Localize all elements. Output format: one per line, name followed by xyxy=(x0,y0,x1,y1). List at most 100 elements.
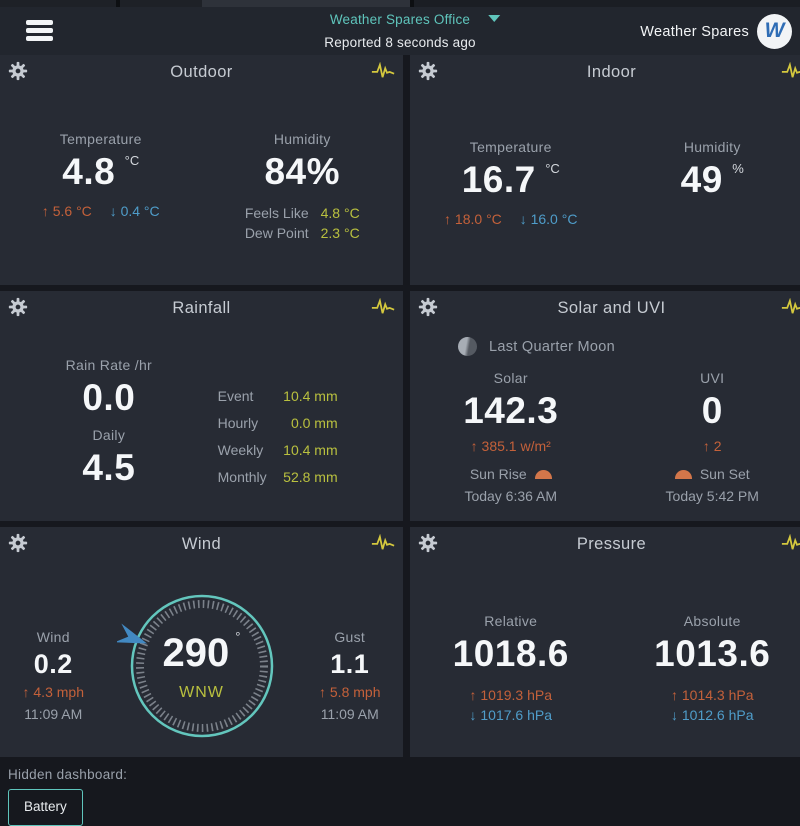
metric-label: Rain Rate /hr xyxy=(0,357,218,373)
hamburger-bar xyxy=(26,28,53,33)
max-value: ↑ 5.8 mph xyxy=(319,684,380,700)
panel-outdoor-header: Outdoor xyxy=(0,55,403,85)
moon-phase-label: Last Quarter Moon xyxy=(489,339,615,355)
max-row: ↑ 4.3 mph xyxy=(0,684,107,700)
relative-pressure-value: 1018.6 xyxy=(453,633,569,674)
metric-label: Gust xyxy=(297,629,404,645)
pulse-chart-icon[interactable] xyxy=(781,298,800,316)
max-value: ↑ 4.3 mph xyxy=(23,684,84,700)
rain-stats-table: Event 10.4 mm Hourly 0.0 mm Weekly 10.4 … xyxy=(218,383,338,491)
gear-icon[interactable] xyxy=(7,296,29,318)
pulse-chart-icon[interactable] xyxy=(781,62,800,80)
rain-rate-value: 0.0 xyxy=(82,377,135,418)
chrome-segment xyxy=(202,0,410,7)
absolute-pressure-block: Absolute 1013.6 ↑ 1014.3 hPa ↓ 1012.6 hP… xyxy=(612,613,800,723)
stat-row-event: Event 10.4 mm xyxy=(218,383,338,410)
gear-icon[interactable] xyxy=(7,60,29,82)
outdoor-humidity-value: 84% xyxy=(264,151,340,192)
rain-daily-value: 4.5 xyxy=(82,447,135,488)
wind-speed-block: Wind 0.2 ↑ 4.3 mph 11:09 AM xyxy=(0,629,107,722)
moon-phase-row: Last Quarter Moon xyxy=(458,337,800,356)
chevron-down-icon[interactable] xyxy=(488,15,500,22)
sunrise-icon xyxy=(535,470,552,479)
metric-value-row: 1013.6 xyxy=(612,633,800,675)
compass-degrees-row: 290° xyxy=(163,631,241,676)
chrome-segment xyxy=(414,0,800,7)
stat-label: Event xyxy=(218,383,254,410)
solar-block: Solar 142.3 ↑ 385.1 w/m² Sun Rise Today … xyxy=(410,370,612,504)
indoor-humidity-value: 49 xyxy=(681,159,723,200)
absolute-pressure-value: 1013.6 xyxy=(654,633,770,674)
metric-unit: °C xyxy=(545,161,560,176)
max-value: ↑ 5.6 °C xyxy=(42,203,92,219)
metric-label: Absolute xyxy=(612,613,800,629)
metric-label: Daily xyxy=(0,427,218,443)
browser-chrome-strip xyxy=(0,0,800,7)
indoor-humidity-block: Humidity 49 % xyxy=(612,139,800,227)
dew-point-row: Dew Point 2.3 °C xyxy=(245,223,360,243)
panel-solar-header: Solar and UVI xyxy=(410,291,800,321)
pulse-chart-icon[interactable] xyxy=(781,534,800,552)
pulse-chart-icon[interactable] xyxy=(371,534,395,552)
metric-value-row: 0 xyxy=(612,390,800,432)
brand-logo[interactable]: W xyxy=(757,14,792,49)
metric-label: Humidity xyxy=(612,139,800,155)
sunset-time: Today 5:42 PM xyxy=(612,488,800,504)
metric-unit: % xyxy=(732,161,744,176)
wind-compass: 290° WNW xyxy=(117,581,287,751)
metric-value-row: 4.5 xyxy=(0,447,218,489)
relative-pressure-block: Relative 1018.6 ↑ 1019.3 hPa ↓ 1017.6 hP… xyxy=(410,613,612,723)
max-row: ↑ 5.8 mph xyxy=(297,684,404,700)
max-value: ↑ 1019.3 hPa xyxy=(469,687,552,703)
min-value: ↓ 1017.6 hPa xyxy=(410,707,612,723)
stat-label: Monthly xyxy=(218,464,267,491)
hamburger-menu-icon[interactable] xyxy=(26,20,53,44)
stat-row-monthly: Monthly 52.8 mm xyxy=(218,464,338,491)
pulse-chart-icon[interactable] xyxy=(371,62,395,80)
stat-row-weekly: Weekly 10.4 mm xyxy=(218,437,338,464)
max-row: ↑ 2 xyxy=(612,438,800,454)
rain-stats-block: Event 10.4 mm Hourly 0.0 mm Weekly 10.4 … xyxy=(218,357,403,491)
chrome-segment xyxy=(120,0,202,7)
panel-wind-header: Wind xyxy=(0,527,403,557)
panel-title: Indoor xyxy=(410,55,800,89)
station-selector-block: Weather Spares Office Reported 8 seconds… xyxy=(324,11,476,50)
min-max-row: ↑ 5.6 °C ↓ 0.4 °C xyxy=(0,203,202,219)
hamburger-bar xyxy=(26,20,53,25)
sunset-label: Sun Set xyxy=(700,466,750,482)
station-name[interactable]: Weather Spares Office xyxy=(330,12,470,27)
wind-direction-cardinal: WNW xyxy=(179,684,224,702)
max-row: ↑ 385.1 w/m² xyxy=(410,438,612,454)
max-value: ↑ 2 xyxy=(703,438,722,454)
gear-icon[interactable] xyxy=(417,296,439,318)
stat-value: 52.8 mm xyxy=(283,464,337,491)
uvi-block: UVI 0 ↑ 2 Sun Set Today 5:42 PM xyxy=(612,370,800,504)
panel-title: Solar and UVI xyxy=(410,291,800,325)
degree-symbol: ° xyxy=(235,629,240,644)
sunset-row: Sun Set xyxy=(612,466,800,482)
min-value: ↓ 0.4 °C xyxy=(110,203,160,219)
pulse-chart-icon[interactable] xyxy=(371,298,395,316)
gust-max-time: 11:09 AM xyxy=(297,706,404,722)
gust-block: Gust 1.1 ↑ 5.8 mph 11:09 AM xyxy=(297,629,404,722)
min-max-rows: ↑ 1014.3 hPa ↓ 1012.6 hPa xyxy=(612,687,800,723)
gear-icon[interactable] xyxy=(417,532,439,554)
last-quarter-moon-icon xyxy=(458,337,477,356)
gear-icon[interactable] xyxy=(7,532,29,554)
gear-icon[interactable] xyxy=(417,60,439,82)
stat-row-hourly: Hourly 0.0 mm xyxy=(218,410,338,437)
metric-value-row: 142.3 xyxy=(410,390,612,432)
battery-dashboard-button[interactable]: Battery xyxy=(8,789,83,826)
metric-unit: °C xyxy=(125,153,140,168)
panel-indoor: Indoor Temperature 16.7 °C ↑ 18.0 °C ↓ 1… xyxy=(410,55,800,285)
wind-speed-value: 0.2 xyxy=(34,649,73,679)
metric-label: Relative xyxy=(410,613,612,629)
station-selector[interactable]: Weather Spares Office xyxy=(330,11,470,29)
stat-label: Hourly xyxy=(218,410,258,437)
feels-like-row: Feels Like 4.8 °C xyxy=(245,203,360,223)
stat-value: 10.4 mm xyxy=(283,383,337,410)
panel-title: Rainfall xyxy=(0,291,403,325)
stat-value: 10.4 mm xyxy=(283,437,337,464)
hidden-dashboard-label: Hidden dashboard: xyxy=(8,767,792,782)
panel-title: Outdoor xyxy=(0,55,403,89)
